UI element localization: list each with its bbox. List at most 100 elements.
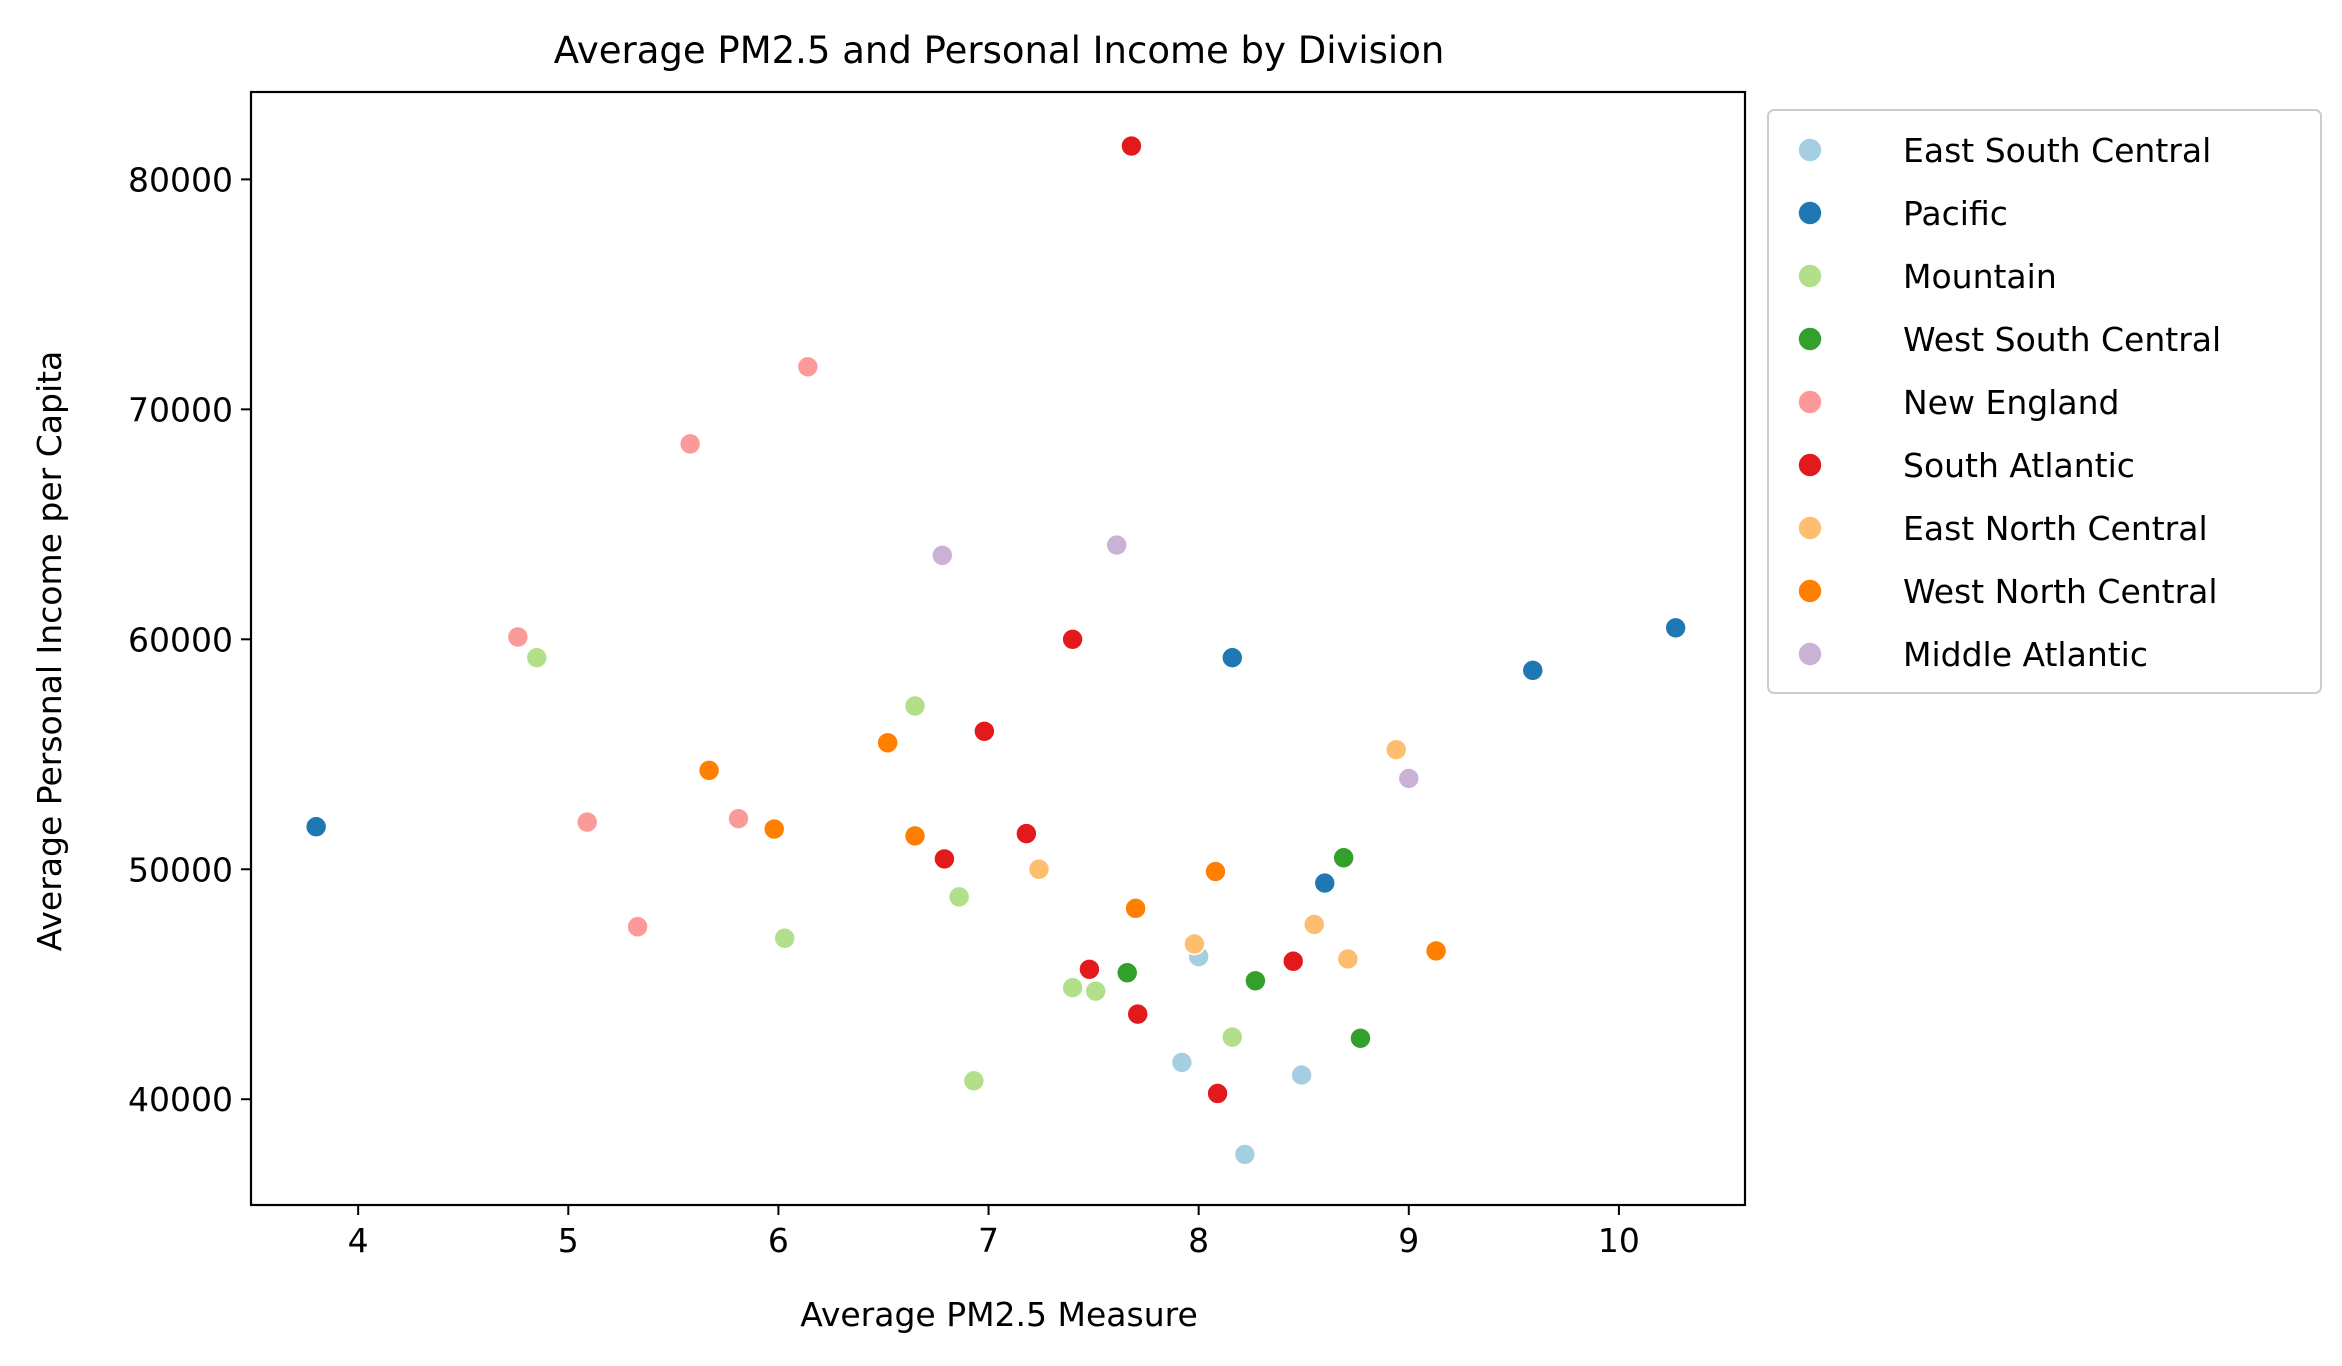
- legend-marker: [1797, 200, 1823, 226]
- legend-marker: [1797, 263, 1823, 289]
- plot-frame: [249, 90, 1747, 1207]
- data-point: [1170, 1051, 1194, 1074]
- data-point: [931, 544, 954, 567]
- data-point: [678, 432, 702, 456]
- series-pacific: [304, 616, 1687, 895]
- data-point: [304, 815, 328, 839]
- data-point: [1126, 1002, 1150, 1026]
- series-new-england: [506, 355, 820, 939]
- y-axis-label: Average Personal Income per Capita: [30, 351, 69, 952]
- data-point: [773, 926, 797, 950]
- data-point: [1220, 646, 1244, 669]
- data-point: [575, 810, 599, 834]
- x-axis: 4 5 6 7 8 9 10: [348, 1205, 1640, 1260]
- y-tick-label: 50000: [128, 850, 233, 889]
- data-point: [1313, 871, 1337, 895]
- data-point: [1204, 860, 1227, 883]
- series-east-south-central: [1170, 945, 1313, 1166]
- legend-marker: [1797, 641, 1823, 667]
- data-point: [762, 817, 786, 841]
- data-point: [1084, 979, 1108, 1003]
- data-point: [903, 824, 927, 848]
- data-point: [1220, 1025, 1244, 1049]
- legend-label: Mountain: [1903, 257, 2057, 296]
- x-tick-label: 6: [768, 1221, 789, 1260]
- legend-label: Middle Atlantic: [1903, 635, 2148, 674]
- legend-label: West South Central: [1903, 320, 2221, 359]
- data-point: [525, 646, 549, 669]
- data-point: [1281, 949, 1305, 973]
- data-point: [1206, 1082, 1229, 1105]
- data-point: [1061, 976, 1084, 999]
- data-point: [1397, 767, 1421, 790]
- y-tick-label: 80000: [128, 160, 233, 199]
- data-point: [1120, 134, 1143, 158]
- series-west-north-central: [697, 731, 1448, 963]
- data-point: [1384, 738, 1408, 761]
- data-point: [1302, 913, 1326, 936]
- legend-marker: [1797, 515, 1823, 541]
- legend-marker: [1797, 578, 1823, 604]
- series-mountain: [525, 646, 1244, 1093]
- legend-label: West North Central: [1903, 572, 2218, 611]
- data-point: [903, 694, 927, 718]
- legend-label: Pacific: [1903, 194, 2008, 233]
- data-point: [1233, 1143, 1257, 1166]
- data-point: [1027, 857, 1051, 881]
- legend-label: East South Central: [1903, 131, 2211, 170]
- series-middle-atlantic: [931, 533, 1421, 790]
- data-point: [1124, 897, 1147, 920]
- data-point: [1424, 939, 1448, 963]
- legend-marker: [1797, 389, 1823, 415]
- data-point: [1336, 947, 1360, 971]
- y-tick-label: 70000: [128, 390, 233, 429]
- data-point: [1332, 846, 1355, 870]
- data-point: [1015, 822, 1038, 845]
- data-point: [1115, 961, 1139, 985]
- legend-label: East North Central: [1903, 509, 2208, 548]
- data-point: [1078, 957, 1101, 981]
- data-point: [1061, 628, 1084, 651]
- legend-box: [1767, 109, 2322, 694]
- data-point: [973, 719, 996, 743]
- data-point: [727, 807, 750, 830]
- y-axis: 40000 50000 60000 70000 80000: [128, 160, 251, 1119]
- data-point: [1244, 969, 1267, 993]
- chart-title: Average PM2.5 and Personal Income by Div…: [554, 29, 1445, 72]
- data-point: [626, 915, 649, 939]
- data-point: [1105, 533, 1129, 557]
- series-south-atlantic: [933, 134, 1305, 1105]
- data-point: [876, 731, 899, 755]
- data-point: [1349, 1026, 1372, 1050]
- legend-label: South Atlantic: [1903, 446, 2135, 485]
- x-tick-label: 4: [348, 1221, 369, 1260]
- x-tick-label: 8: [1188, 1221, 1209, 1260]
- data-point: [506, 625, 530, 649]
- data-point: [933, 847, 956, 871]
- data-point: [796, 355, 820, 379]
- legend: East South Central Pacific Mountain West So…: [1767, 109, 2322, 694]
- data-point: [1290, 1063, 1313, 1087]
- plot-area: [304, 134, 1687, 1166]
- data-point: [962, 1069, 986, 1093]
- data-point: [1183, 932, 1206, 956]
- series-west-south-central: [1115, 846, 1372, 1050]
- series-east-north-central: [1027, 738, 1408, 971]
- x-tick-label: 7: [978, 1221, 999, 1260]
- legend-label: New England: [1903, 383, 2119, 422]
- y-tick-label: 40000: [128, 1080, 233, 1119]
- data-point: [1521, 659, 1545, 682]
- data-point: [697, 759, 721, 782]
- legend-marker: [1797, 326, 1823, 352]
- x-tick-label: 5: [558, 1221, 579, 1260]
- legend-marker: [1797, 137, 1823, 163]
- legend-marker: [1797, 452, 1823, 478]
- y-tick-label: 60000: [128, 620, 233, 659]
- x-tick-label: 9: [1398, 1221, 1419, 1260]
- x-tick-label: 10: [1598, 1221, 1640, 1260]
- data-point: [947, 885, 971, 909]
- data-point: [1664, 616, 1687, 640]
- x-axis-label: Average PM2.5 Measure: [800, 1295, 1198, 1334]
